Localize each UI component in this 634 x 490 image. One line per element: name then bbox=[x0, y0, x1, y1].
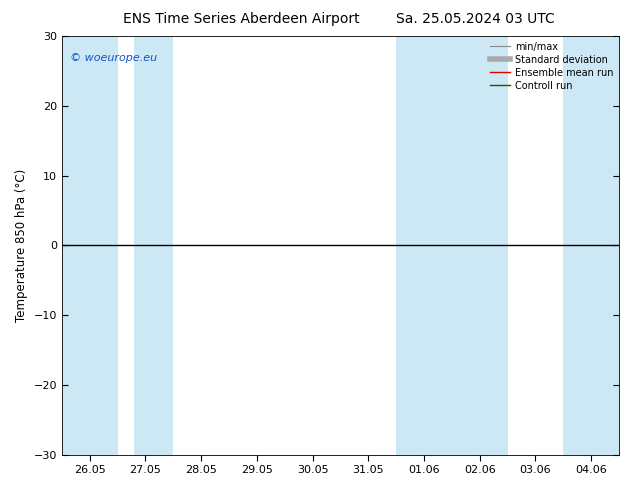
Bar bbox=[396, 36, 452, 455]
Text: ENS Time Series Aberdeen Airport: ENS Time Series Aberdeen Airport bbox=[122, 12, 359, 26]
Bar bbox=[134, 36, 173, 455]
Bar bbox=[452, 36, 508, 455]
Bar bbox=[62, 36, 118, 455]
Text: Sa. 25.05.2024 03 UTC: Sa. 25.05.2024 03 UTC bbox=[396, 12, 555, 26]
Legend: min/max, Standard deviation, Ensemble mean run, Controll run: min/max, Standard deviation, Ensemble me… bbox=[486, 38, 617, 95]
Text: © woeurope.eu: © woeurope.eu bbox=[70, 53, 157, 63]
Bar bbox=[563, 36, 619, 455]
Y-axis label: Temperature 850 hPa (°C): Temperature 850 hPa (°C) bbox=[15, 169, 28, 322]
